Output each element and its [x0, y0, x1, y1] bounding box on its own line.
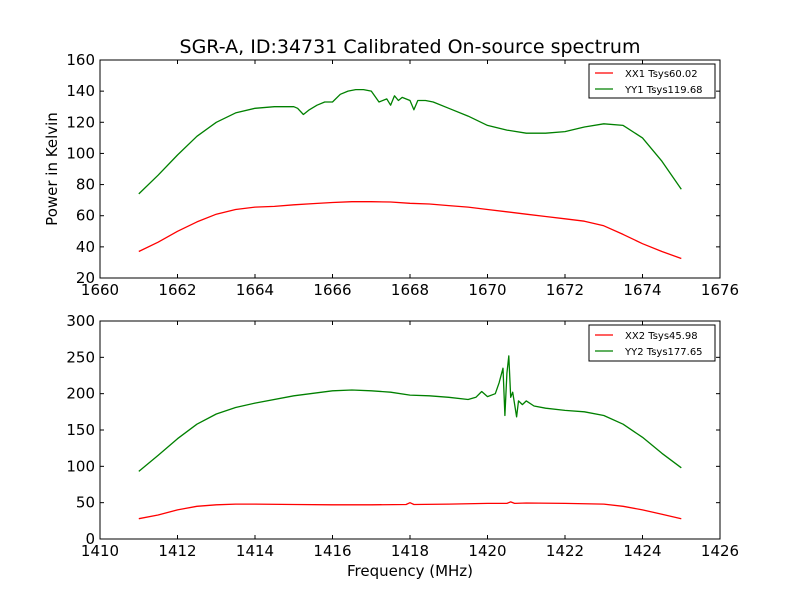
bottom-y-tick-label: 250 — [66, 348, 95, 366]
bottom-x-tick-label: 1422 — [546, 542, 584, 560]
top-x-tick-label: 1664 — [236, 281, 274, 299]
top-y-tick-label: 40 — [76, 238, 95, 256]
bottom-x-tick-label: 1420 — [468, 542, 506, 560]
top-legend-label-yy1: YY1 Tsys119.68 — [624, 85, 703, 96]
bottom-x-tick-label: 1424 — [623, 542, 661, 560]
bottom-x-tick-label: 1414 — [236, 542, 274, 560]
bottom-legend: XX2 Tsys45.98 YY2 Tsys177.65 — [588, 324, 716, 362]
top-panel: 1660 1662 1664 1666 1668 1670 1672 1674 1676 20 40… — [43, 51, 739, 299]
bottom-y-tick-label: 200 — [66, 385, 95, 403]
bottom-x-tick-label: 1416 — [313, 542, 351, 560]
bottom-legend-label-yy2: YY2 Tsys177.65 — [624, 347, 703, 358]
top-legend: XX1 Tsys60.02 YY1 Tsys119.68 — [588, 63, 716, 99]
top-x-tick-label: 1662 — [158, 281, 196, 299]
top-legend-box — [588, 63, 716, 99]
bottom-series-line-2 — [138, 355, 682, 472]
top-x-tick-label: 1676 — [701, 281, 739, 299]
top-y-tick-label: 140 — [66, 82, 95, 100]
bottom-panel: 1410 1412 1414 1416 1418 1420 1422 1424 1426 0 50 1… — [66, 312, 739, 580]
figure-title: SGR-A, ID:34731 Calibrated On-source spe… — [180, 36, 641, 58]
top-y-axis-label: Power in Kelvin — [43, 112, 61, 226]
top-x-tick-label: 1666 — [313, 281, 351, 299]
top-series-line-2 — [138, 88, 682, 195]
top-y-tick-label: 80 — [76, 176, 95, 194]
bottom-legend-label-xx2: XX2 Tsys45.98 — [625, 331, 698, 342]
bottom-y-tick-label: 50 — [76, 494, 95, 512]
bottom-x-tick-label: 1410 — [81, 542, 119, 560]
bottom-x-tick-label: 1426 — [701, 542, 739, 560]
bottom-x-tick-label: 1418 — [391, 542, 429, 560]
top-y-tick-label: 160 — [66, 51, 95, 69]
top-y-tick-label: 100 — [66, 144, 95, 162]
bottom-y-tick-label: 100 — [66, 457, 95, 475]
bottom-tick-layer: 1410 1412 1414 1416 1418 1420 1422 1424 1426 0 50 1… — [66, 312, 739, 560]
top-y-tick-label: 20 — [76, 269, 95, 287]
top-series-layer — [138, 88, 682, 260]
bottom-series-line-1 — [138, 501, 682, 520]
bottom-y-tick-label: 150 — [66, 421, 95, 439]
bottom-y-tick-label: 0 — [85, 530, 95, 548]
top-x-tick-label: 1672 — [546, 281, 584, 299]
top-y-tick-label: 120 — [66, 113, 95, 131]
bottom-x-axis-label: Frequency (MHz) — [347, 562, 473, 580]
bottom-legend-box — [588, 324, 716, 362]
top-legend-label-xx1: XX1 Tsys60.02 — [625, 69, 698, 80]
top-tick-layer: 1660 1662 1664 1666 1668 1670 1672 1674 1676 20 40… — [66, 51, 739, 299]
top-y-tick-label: 60 — [76, 207, 95, 225]
top-series-line-1 — [138, 201, 682, 260]
top-x-tick-label: 1668 — [391, 281, 429, 299]
bottom-x-tick-label: 1412 — [158, 542, 196, 560]
top-x-tick-label: 1674 — [623, 281, 661, 299]
bottom-series-layer — [138, 355, 682, 520]
bottom-y-tick-label: 300 — [66, 312, 95, 330]
top-plot-frame — [99, 59, 721, 279]
top-x-tick-label: 1670 — [468, 281, 506, 299]
bottom-plot-frame — [99, 320, 721, 540]
top-x-tick-label: 1660 — [81, 281, 119, 299]
